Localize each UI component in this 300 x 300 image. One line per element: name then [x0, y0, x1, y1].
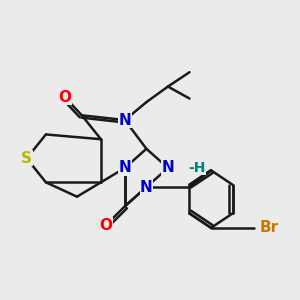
Text: N: N — [118, 112, 131, 128]
Text: -H: -H — [188, 161, 206, 175]
Text: N: N — [118, 160, 131, 175]
Text: N: N — [162, 160, 174, 175]
Text: O: O — [58, 90, 71, 105]
Text: S: S — [21, 151, 32, 166]
Text: Br: Br — [260, 220, 279, 235]
Text: N: N — [162, 160, 174, 175]
Text: O: O — [99, 218, 112, 233]
Text: N: N — [140, 180, 153, 195]
